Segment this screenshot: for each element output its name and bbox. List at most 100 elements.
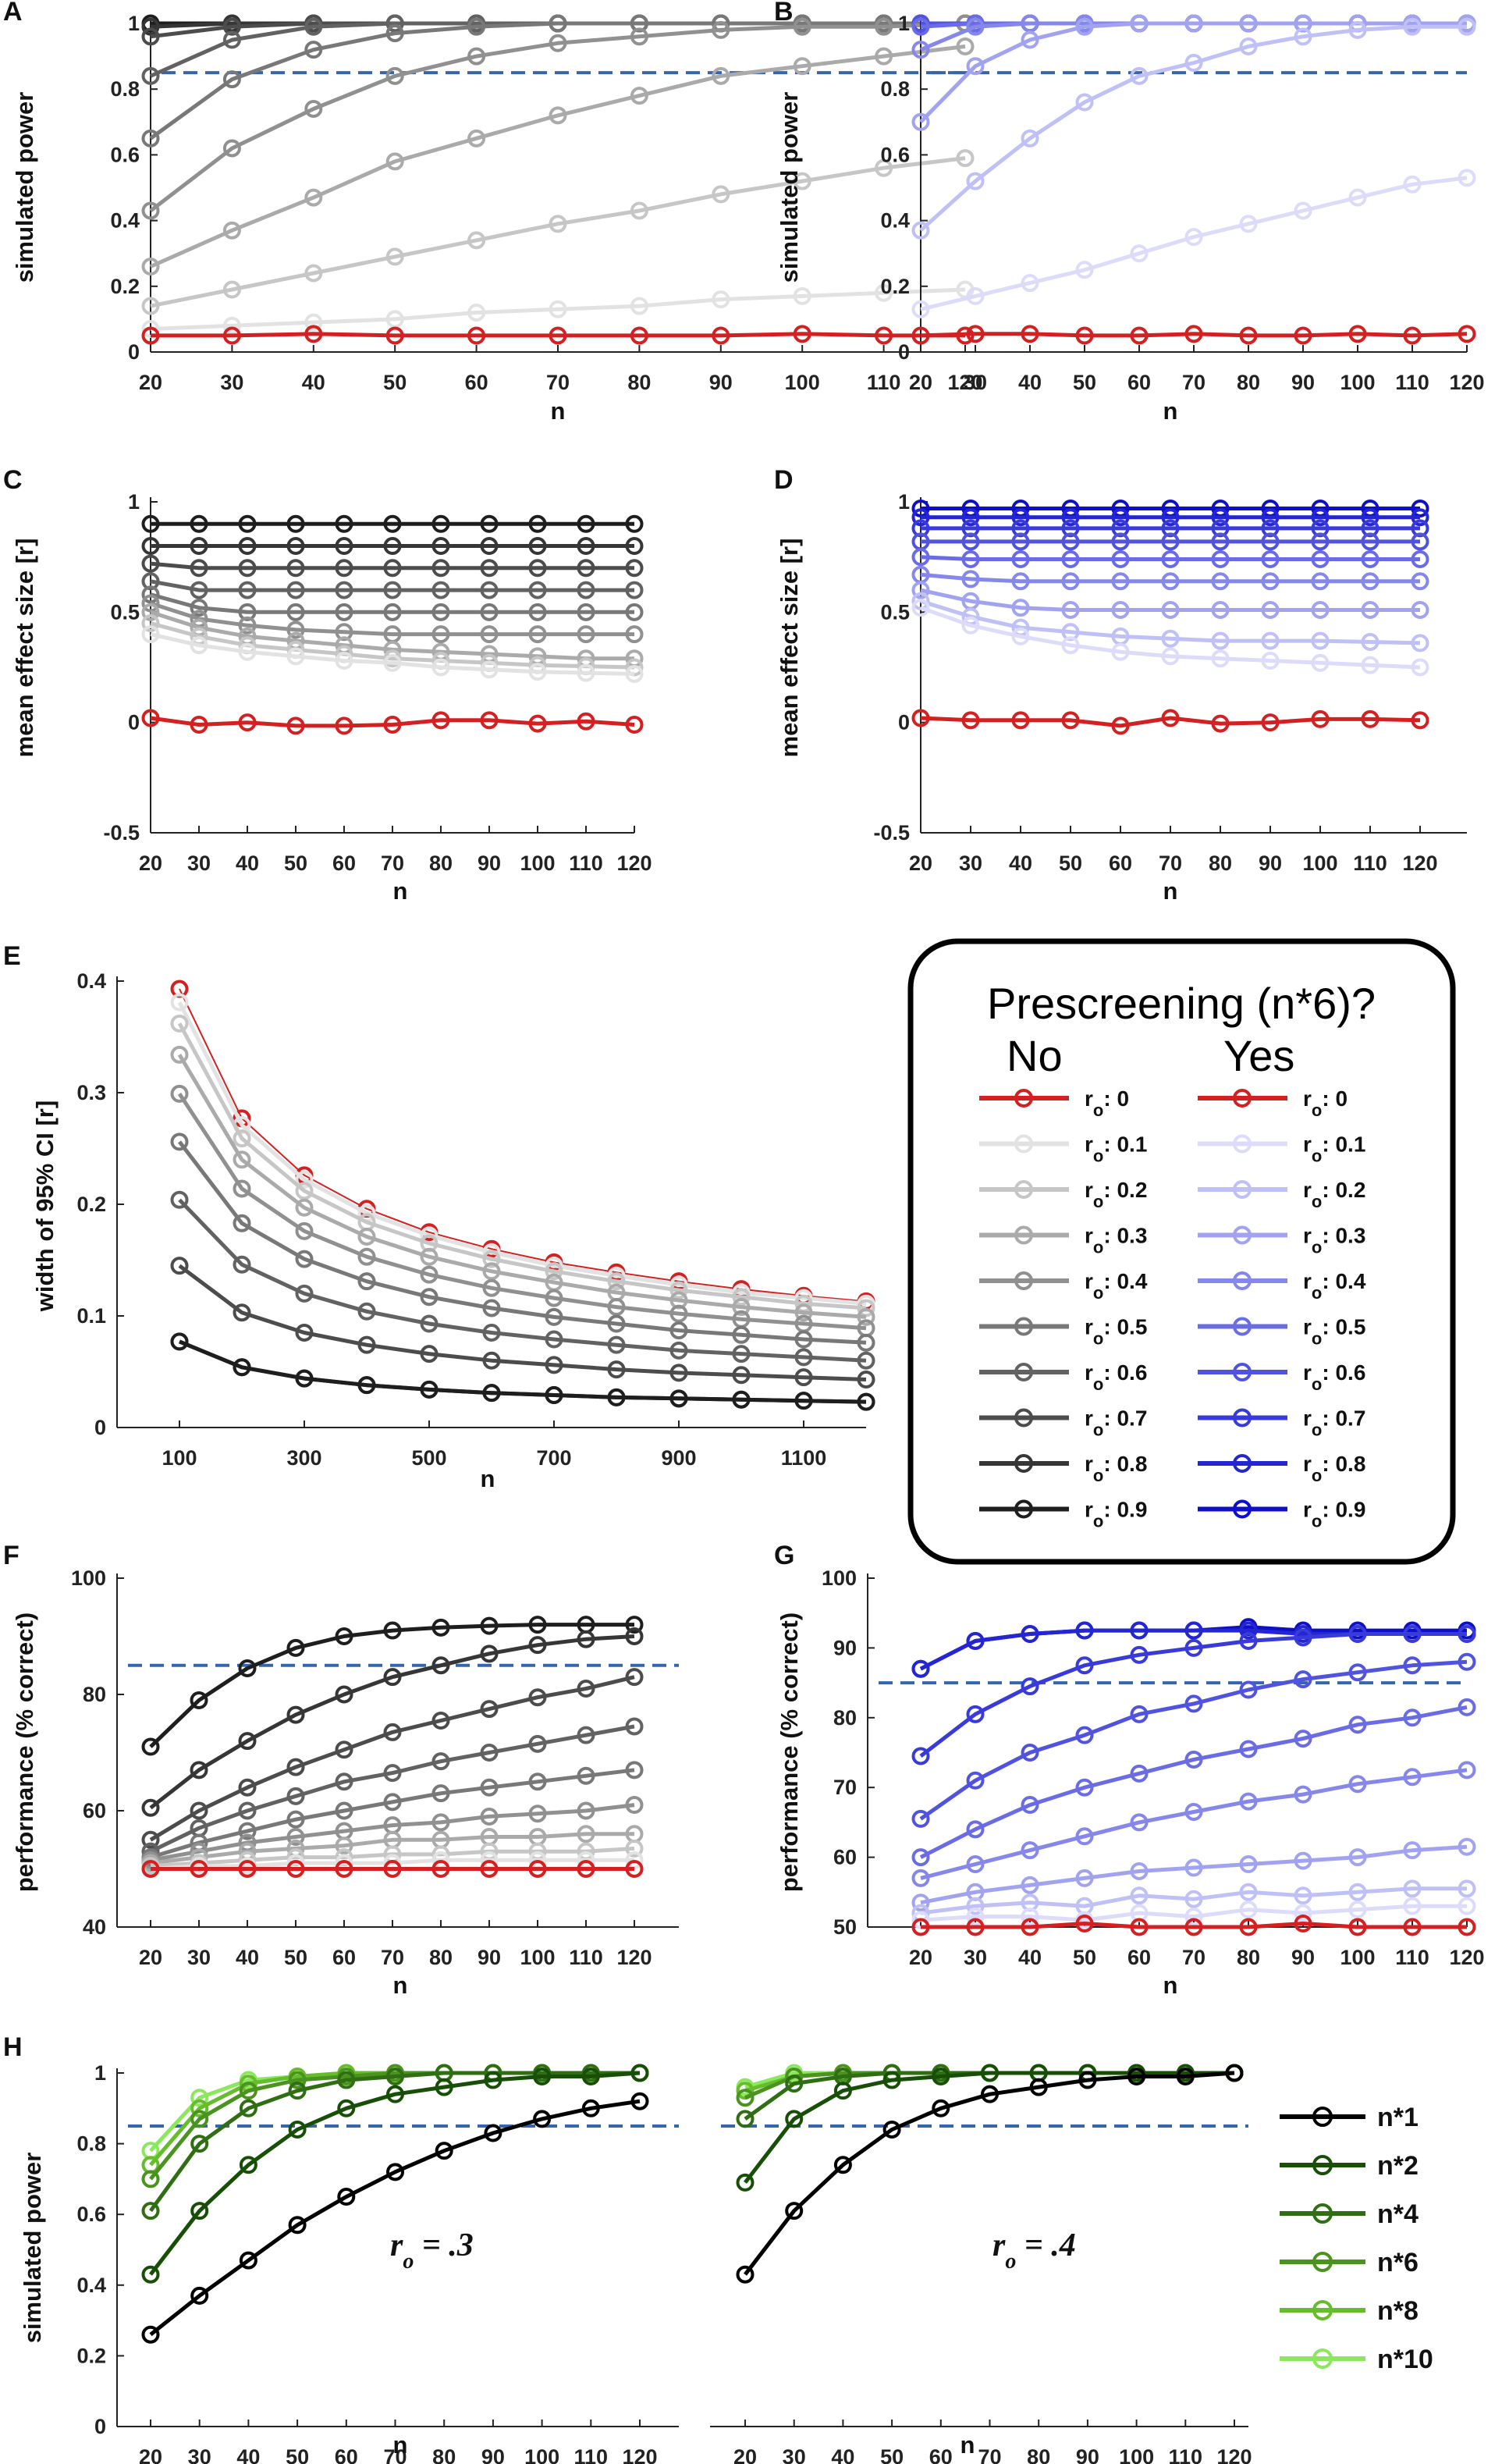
x-axis-label: n [1163,877,1178,905]
data-point [1458,1625,1476,1644]
annotation-value: .4 [1051,2228,1076,2263]
legend-marker [1312,2155,1333,2175]
data-point [238,1659,257,1677]
series-line [920,588,1420,612]
data-point [286,559,305,578]
y-axis-label: performance (% correct) [11,1612,38,1892]
legend-value: : 0.6 [1322,1360,1365,1385]
data-point [625,537,644,556]
series-line [150,621,635,670]
data-point [911,508,930,527]
data-point [1403,17,1422,36]
data-point [335,623,353,642]
data-point [170,1332,189,1351]
data-point [1348,20,1367,39]
data-point [549,215,567,233]
data-point [239,2082,257,2100]
data-point [911,1809,930,1828]
data-point [736,2089,755,2107]
series-line [148,2071,640,2213]
legend-multipliers: n*1 n*2 n*4 n*6 n*8 n*10 [1280,2103,1433,2374]
x-tick-label: 30 [959,852,982,875]
data-point [385,66,404,85]
data-point [335,1822,353,1840]
legend-marker [1233,1271,1252,1290]
data-point [1127,2068,1146,2086]
data-point [1130,244,1149,263]
legend-marker [1014,1408,1033,1428]
legend-prefix: r [1303,1360,1312,1385]
data-point [1361,519,1379,538]
data-point [1239,1740,1258,1758]
data-point [961,549,980,568]
data-point [304,99,323,118]
data-point [295,1171,314,1189]
data-point [1184,1890,1203,1908]
data-point [431,1752,450,1771]
data-point [1021,30,1039,49]
legend-item-no: ro: 0.3 [979,1224,1147,1257]
series-r-o-0-5 [911,548,1429,568]
legend-item-yes: ro: 0.4 [1198,1269,1366,1303]
x-tick-label: 110 [569,852,603,875]
data-point [385,310,404,329]
x-tick-label: 20 [139,371,162,394]
data-point [545,1330,563,1349]
data-point [549,34,567,52]
legend-value: : 0.8 [1322,1452,1365,1476]
y-axis-label: performance (% correct) [776,1612,803,1892]
panel-label: D [774,465,794,495]
data-point [1361,508,1379,527]
data-point [190,1761,208,1780]
panel-label: G [774,1541,794,1570]
x-tick-label: 90 [1076,2445,1099,2464]
data-point [736,2082,755,2100]
series-r-o-0-7 [911,1625,1476,1765]
data-point [286,603,305,621]
data-point [1111,519,1130,538]
series-line [178,1264,867,1381]
legend-value: : 0 [1103,1086,1129,1111]
data-point [793,57,811,76]
data-point [911,565,930,584]
data-point [190,2135,209,2153]
data-point [482,1323,501,1342]
series-line [179,988,867,1303]
data-point [383,1723,402,1741]
legend-col-no: No [1007,1031,1063,1080]
x-tick-label: 60 [1127,371,1151,394]
y-tick-label: 0 [128,340,140,364]
data-point [1294,1730,1312,1748]
legend-prefix: r [1085,1086,1093,1111]
legend-item-no: ro: 0.5 [979,1315,1147,1348]
data-point [1061,711,1080,730]
data-point [304,313,323,332]
legend-item: n*1 [1280,2103,1419,2132]
data-point [141,129,160,148]
legend-item-yes: ro: 0.8 [1198,1452,1365,1485]
legend-label: ro: 0.2 [1303,1178,1365,1211]
x-tick-label: 110 [569,1946,603,1969]
data-point [1161,508,1180,527]
data-point [238,559,257,578]
data-point [1239,1680,1258,1699]
data-point [1130,1861,1149,1880]
data-point [170,1045,189,1064]
data-point [1211,549,1230,568]
x-tick-label: 80 [429,1946,453,1969]
legend-value: : 0 [1322,1086,1348,1111]
y-tick-label: 80 [83,1683,106,1706]
x-tick-label: 60 [332,852,356,875]
x-tick-label: 300 [286,1446,321,1470]
x-tick-label: 30 [964,371,987,394]
data-point [732,1345,751,1364]
data-point [966,1918,985,1936]
legend-sub: o [1093,1100,1103,1120]
series-line [919,24,1467,233]
legend-item-no: ro: 0.8 [979,1452,1147,1485]
data-point [966,172,985,190]
data-point [1061,636,1080,655]
